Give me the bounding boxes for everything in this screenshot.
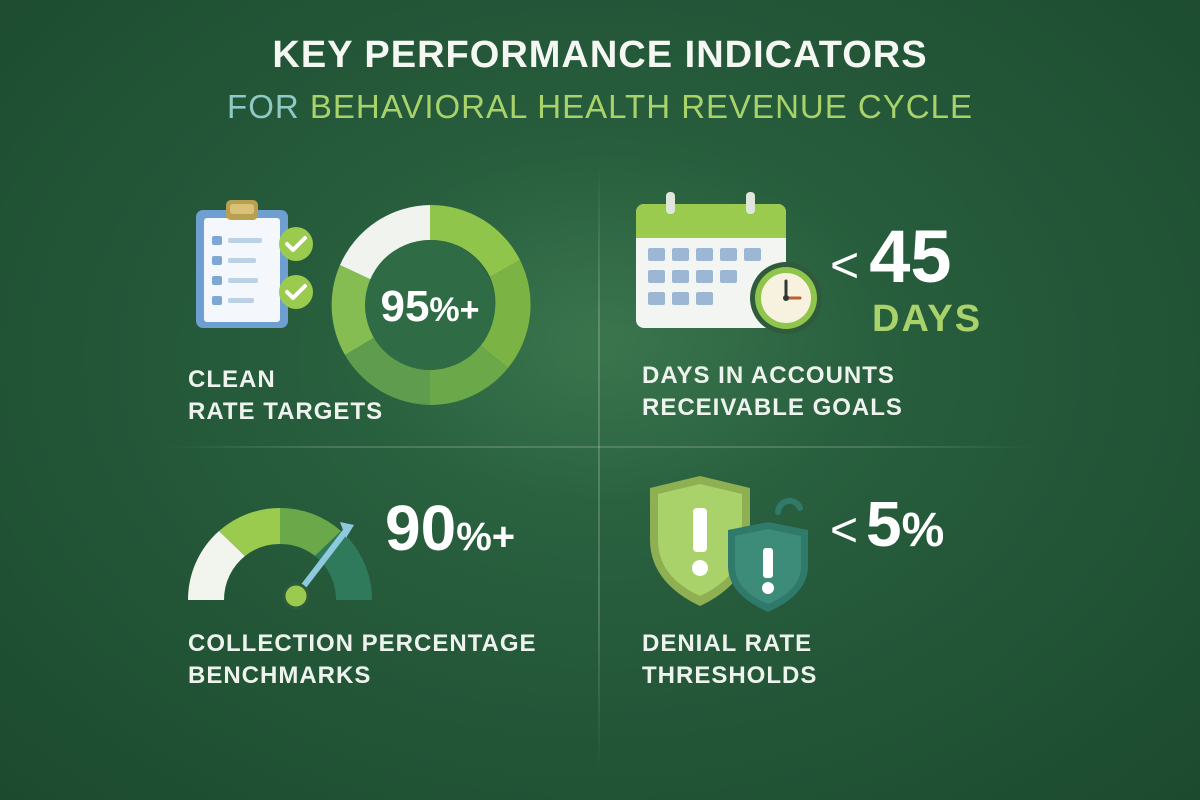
clean-rate-suffix: %+ xyxy=(429,291,480,329)
clean-rate-number: 95 xyxy=(380,282,430,331)
horizontal-divider xyxy=(160,446,1040,448)
collection-suffix: %+ xyxy=(456,515,516,559)
collection-number: 90 xyxy=(385,492,457,564)
ar-prefix: < xyxy=(830,237,860,293)
gauge-icon xyxy=(187,507,373,610)
ar-label: DAYS IN ACCOUNTS RECEIVABLE GOALS xyxy=(642,360,903,424)
vertical-divider xyxy=(598,160,600,770)
kpi-clean-rate: 95%+ CLEAN RATE TARGETS xyxy=(180,190,560,430)
kpi-collection: 90%+ COLLECTION PERCENTAGE BENCHMARKS xyxy=(180,470,580,710)
collection-label: COLLECTION PERCENTAGE BENCHMARKS xyxy=(188,628,537,692)
kpi-days-in-ar: <45 DAYS DAYS IN ACCOUNTS RECEIVABLE GOA… xyxy=(630,190,1030,430)
denial-label-line1: DENIAL RATE xyxy=(642,630,813,657)
denial-prefix: < xyxy=(830,504,859,557)
denial-value: <5% xyxy=(830,492,944,556)
warning-shield-icon xyxy=(650,476,808,612)
denial-number: 5 xyxy=(866,488,902,560)
ar-number: 45 xyxy=(869,215,952,298)
ar-value: <45 xyxy=(830,220,952,294)
page-subtitle: FOR BEHAVIORAL HEALTH REVENUE CYCLE xyxy=(0,88,1200,126)
denial-label-line2: THRESHOLDS xyxy=(642,662,818,689)
ar-unit: DAYS xyxy=(872,298,983,340)
ar-label-line1: DAYS IN ACCOUNTS xyxy=(642,362,895,389)
kpi-denial-rate: <5% DENIAL RATE THRESHOLDS xyxy=(640,470,1040,710)
clean-rate-label: CLEAN RATE TARGETS xyxy=(188,364,383,428)
page-title: KEY PERFORMANCE INDICATORS xyxy=(272,34,928,76)
clean-rate-ring xyxy=(330,204,531,406)
collection-label-line2: BENCHMARKS xyxy=(188,662,372,689)
clean-rate-label-line2: RATE TARGETS xyxy=(188,398,384,425)
denial-label: DENIAL RATE THRESHOLDS xyxy=(642,628,817,692)
subtitle-main: BEHAVIORAL HEALTH REVENUE CYCLE xyxy=(309,88,973,125)
subtitle-for: FOR xyxy=(227,88,300,125)
clean-rate-label-line1: CLEAN xyxy=(188,366,276,393)
calendar-clock-icon xyxy=(636,192,822,334)
clipboard-checklist-icon xyxy=(196,200,313,328)
collection-label-line1: COLLECTION PERCENTAGE xyxy=(188,630,537,657)
collection-value: 90%+ xyxy=(385,496,515,560)
ar-label-line2: RECEIVABLE GOALS xyxy=(642,394,903,421)
clean-rate-value: 95%+ xyxy=(365,285,495,329)
denial-suffix: % xyxy=(901,504,945,557)
